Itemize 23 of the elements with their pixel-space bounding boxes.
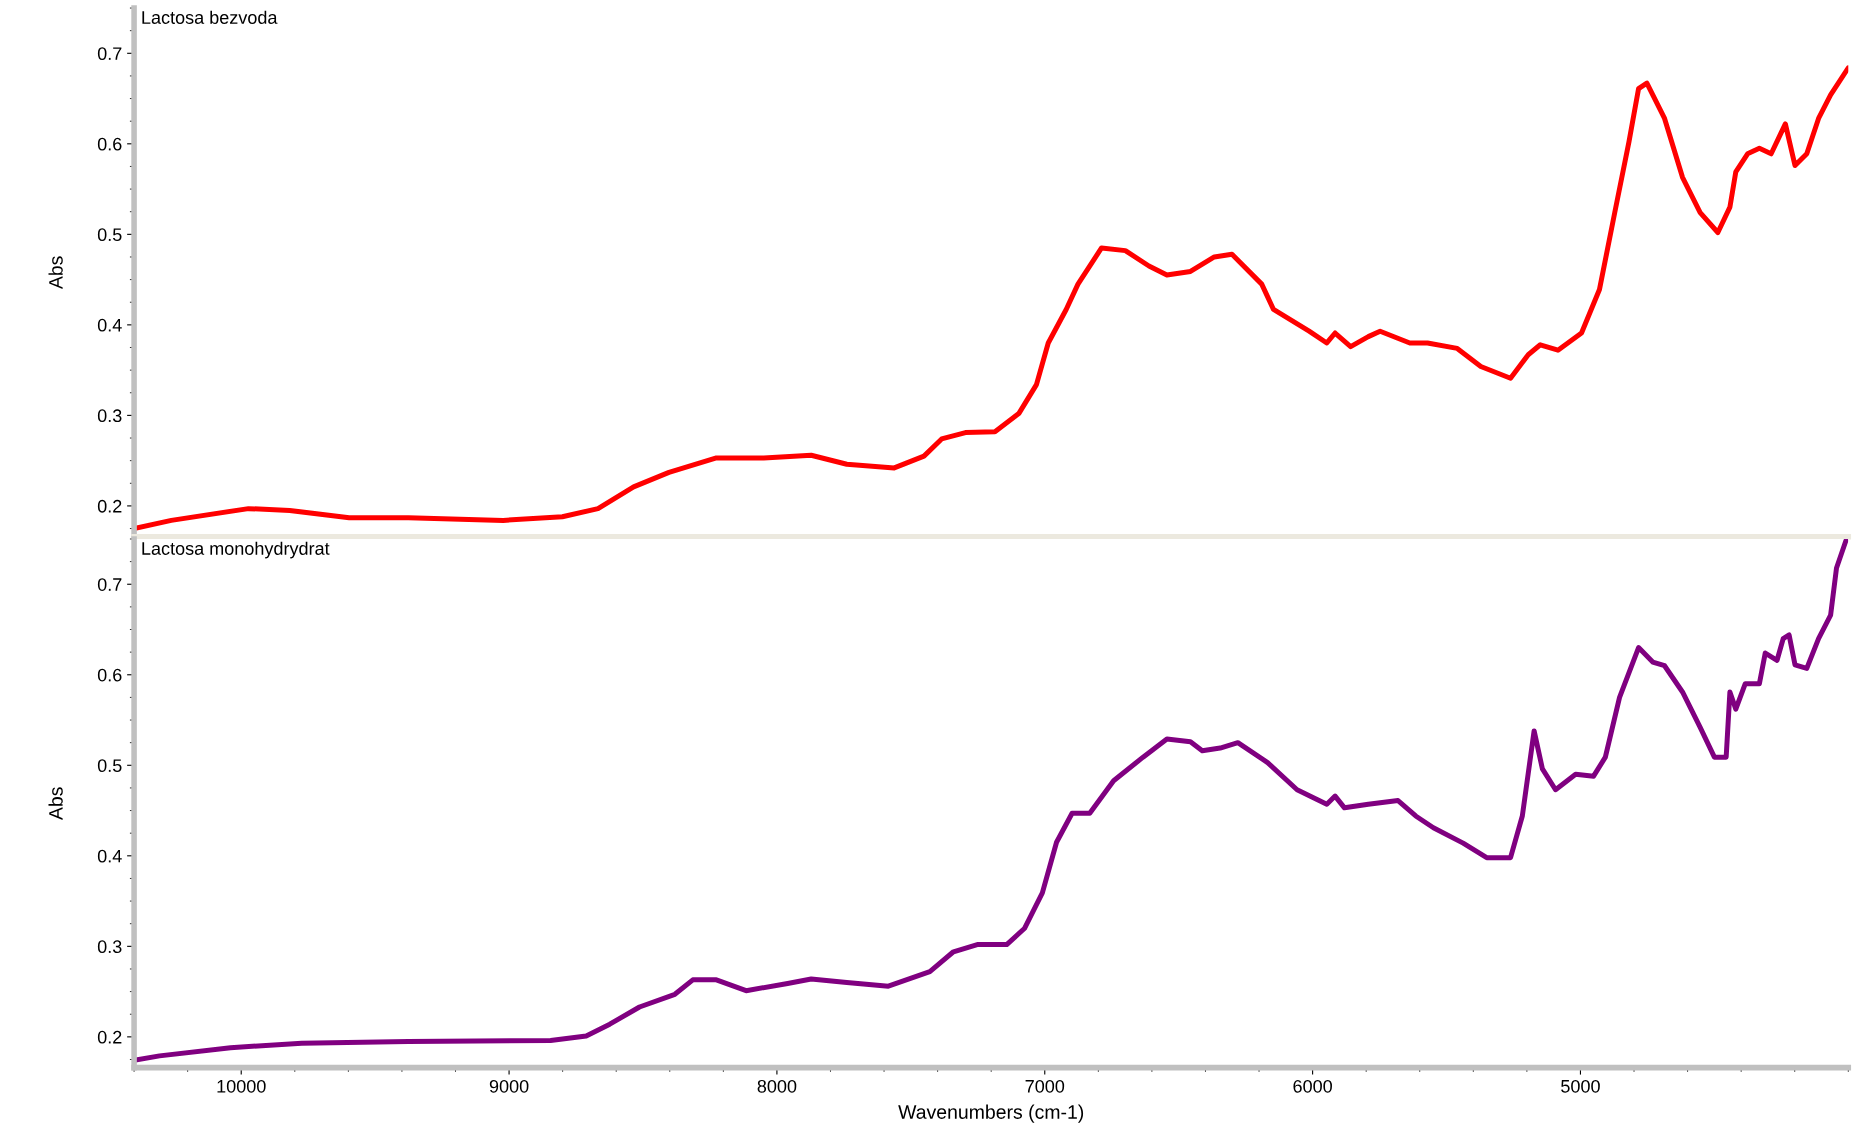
y-tick-label: 0.6 [97, 668, 122, 682]
y-tick-label: 0.7 [97, 578, 122, 591]
y-tick-label: 0.3 [97, 940, 122, 954]
y-tick-label: 0.2 [97, 499, 122, 513]
y-tick-label: 0.3 [97, 409, 122, 423]
y-tick-label: 0.7 [97, 47, 122, 61]
x-tick-label: 9000 [489, 1079, 529, 1093]
x-tick-label: 10000 [217, 1079, 266, 1093]
y-axis-title: Abs [48, 256, 63, 290]
x-tick-label: 5000 [1561, 1079, 1600, 1093]
y-tick-label: 0.2 [97, 1030, 122, 1044]
y-tick-label: 0.4 [97, 849, 122, 863]
x-tick-label: 7000 [1025, 1079, 1065, 1093]
y-axis-title: Abs [48, 787, 63, 821]
chart-title: Lactosa bezvoda [142, 10, 278, 24]
x-axis-title: Wavenumbers (cm-1) [898, 1104, 1084, 1123]
x-tick-label: 6000 [1293, 1079, 1332, 1093]
y-tick-label: 0.5 [97, 228, 122, 242]
y-tick-label: 0.6 [97, 137, 122, 151]
y-tick-label: 0.4 [97, 318, 122, 332]
y-tick-label: 0.5 [97, 759, 122, 773]
chart-title: Lactosa monohydrydrat [142, 541, 330, 559]
x-tick-label: 8000 [757, 1079, 797, 1093]
